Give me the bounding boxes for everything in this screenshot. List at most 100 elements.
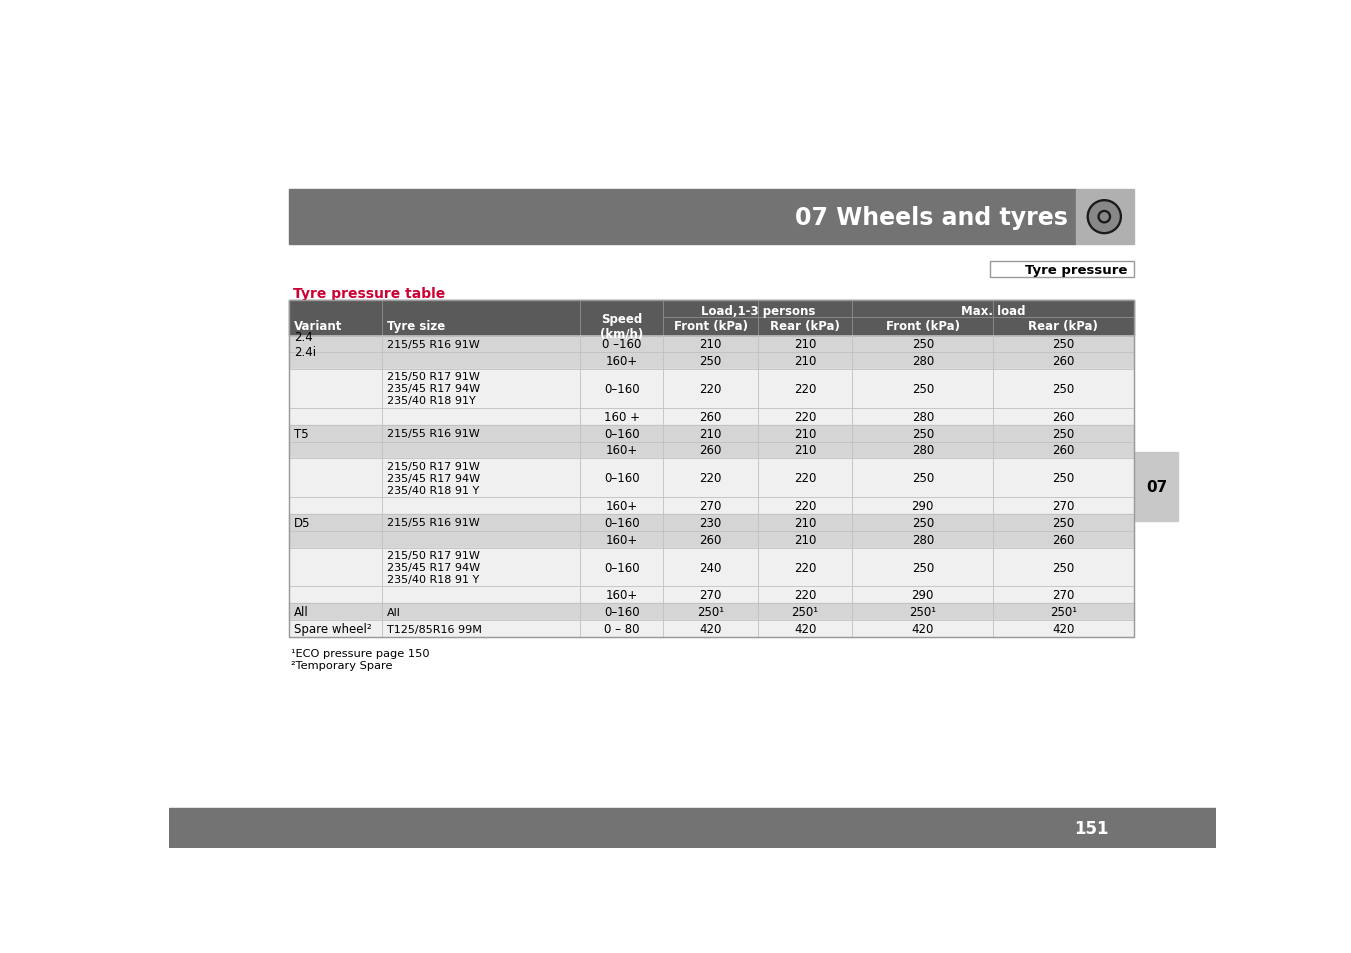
Text: Tyre size: Tyre size	[386, 320, 444, 334]
Text: 215/50 R17 91W
235/45 R17 94W
235/40 R18 91Y: 215/50 R17 91W 235/45 R17 94W 235/40 R18…	[386, 372, 480, 406]
Text: T5: T5	[293, 427, 308, 440]
Text: 270: 270	[1052, 499, 1074, 513]
Text: Tyre pressure table: Tyre pressure table	[293, 287, 444, 300]
Bar	[1135, 452, 1178, 521]
Text: 07: 07	[1146, 479, 1167, 495]
Text: 160+: 160+	[605, 355, 638, 368]
Bar	[289, 408, 1133, 425]
Text: 230: 230	[700, 517, 721, 529]
Text: 215/55 R16 91W: 215/55 R16 91W	[386, 517, 480, 528]
Bar	[289, 353, 1133, 370]
Text: 210: 210	[794, 338, 816, 351]
Text: 210: 210	[700, 338, 721, 351]
Text: 215/50 R17 91W
235/45 R17 94W
235/40 R18 91 Y: 215/50 R17 91W 235/45 R17 94W 235/40 R18…	[386, 461, 480, 496]
Text: 220: 220	[794, 561, 816, 574]
Text: 151: 151	[1074, 820, 1108, 837]
Text: 0 –160: 0 –160	[603, 338, 642, 351]
Bar	[289, 548, 1133, 587]
Bar	[289, 620, 1133, 638]
Text: 215/55 R16 91W: 215/55 R16 91W	[386, 339, 480, 350]
Text: Speed
(km/h): Speed (km/h)	[600, 313, 643, 340]
Text: 250¹: 250¹	[792, 605, 819, 618]
Text: 290: 290	[912, 499, 934, 513]
Bar	[1075, 190, 1133, 245]
Text: Rear (kPa): Rear (kPa)	[770, 320, 840, 334]
Text: 2.4
2.4i: 2.4 2.4i	[293, 331, 316, 358]
FancyBboxPatch shape	[990, 261, 1133, 278]
Text: 160+: 160+	[605, 444, 638, 457]
Text: 220: 220	[794, 589, 816, 601]
Bar	[169, 808, 1216, 848]
Text: 250: 250	[912, 427, 934, 440]
Circle shape	[1089, 203, 1119, 232]
Text: 250: 250	[1052, 382, 1074, 395]
Text: ²Temporary Spare: ²Temporary Spare	[290, 660, 392, 671]
Text: 160+: 160+	[605, 534, 638, 546]
Text: 250: 250	[1052, 472, 1074, 485]
Bar	[289, 515, 1133, 531]
Text: 0–160: 0–160	[604, 382, 639, 395]
Text: Tyre pressure: Tyre pressure	[1025, 263, 1128, 276]
Text: 210: 210	[794, 355, 816, 368]
Text: 215/50 R17 91W
235/45 R17 94W
235/40 R18 91 Y: 215/50 R17 91W 235/45 R17 94W 235/40 R18…	[386, 551, 480, 584]
Text: Load,1-3 persons: Load,1-3 persons	[701, 305, 815, 317]
Text: 210: 210	[794, 444, 816, 457]
Text: 220: 220	[794, 472, 816, 485]
Text: All: All	[293, 605, 308, 618]
Text: 260: 260	[1052, 444, 1074, 457]
Text: D5: D5	[293, 517, 311, 529]
Text: 280: 280	[912, 534, 934, 546]
Text: 250: 250	[912, 382, 934, 395]
Text: 250: 250	[912, 338, 934, 351]
Text: Spare wheel²: Spare wheel²	[293, 622, 372, 636]
Text: 250: 250	[912, 517, 934, 529]
Text: 160 +: 160 +	[604, 410, 640, 423]
Text: 210: 210	[794, 517, 816, 529]
Text: 280: 280	[912, 444, 934, 457]
Text: T125/85R16 99M: T125/85R16 99M	[386, 624, 481, 634]
Bar	[289, 370, 1133, 408]
Bar	[289, 459, 1133, 497]
Text: Front (kPa): Front (kPa)	[886, 320, 959, 334]
Text: 290: 290	[912, 589, 934, 601]
Text: 270: 270	[700, 499, 721, 513]
Bar	[289, 442, 1133, 459]
Bar	[289, 300, 1133, 638]
Text: 250: 250	[1052, 338, 1074, 351]
Circle shape	[1088, 200, 1121, 234]
Bar	[289, 425, 1133, 442]
Bar	[289, 300, 1133, 335]
Text: 0–160: 0–160	[604, 427, 639, 440]
Text: 270: 270	[700, 589, 721, 601]
Bar	[289, 497, 1133, 515]
Text: 220: 220	[794, 382, 816, 395]
Text: 250: 250	[912, 472, 934, 485]
Text: Rear (kPa): Rear (kPa)	[1028, 320, 1098, 334]
Bar	[289, 587, 1133, 603]
Text: 420: 420	[794, 622, 816, 636]
Text: 420: 420	[700, 622, 721, 636]
Bar	[289, 190, 1075, 245]
Text: 260: 260	[1052, 534, 1074, 546]
Text: 250: 250	[1052, 427, 1074, 440]
Text: 250: 250	[1052, 517, 1074, 529]
Text: 210: 210	[794, 427, 816, 440]
Bar	[289, 531, 1133, 548]
Text: 260: 260	[1052, 355, 1074, 368]
Bar	[289, 603, 1133, 620]
Circle shape	[1101, 213, 1108, 221]
Text: ¹ECO pressure page 150: ¹ECO pressure page 150	[290, 648, 430, 659]
Text: 220: 220	[794, 499, 816, 513]
Text: 160+: 160+	[605, 499, 638, 513]
Text: 220: 220	[700, 382, 721, 395]
Text: 250¹: 250¹	[909, 605, 936, 618]
Text: 250: 250	[1052, 561, 1074, 574]
Text: 260: 260	[700, 444, 721, 457]
Text: 280: 280	[912, 410, 934, 423]
Text: 250: 250	[700, 355, 721, 368]
Text: 420: 420	[912, 622, 934, 636]
Text: 0–160: 0–160	[604, 472, 639, 485]
Text: Max. load: Max. load	[961, 305, 1025, 317]
Text: 260: 260	[700, 534, 721, 546]
Text: 260: 260	[1052, 410, 1074, 423]
